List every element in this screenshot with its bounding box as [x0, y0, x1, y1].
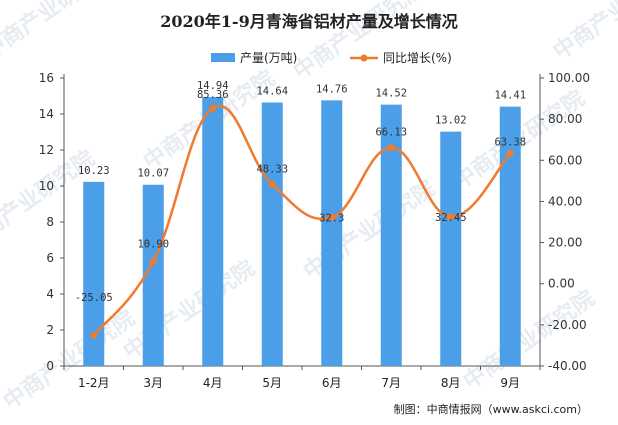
y-left-tick-label: 14: [39, 107, 54, 121]
y-left-tick-label: 0: [46, 359, 54, 373]
growth-value-label: -25.05: [75, 292, 113, 304]
growth-point: [387, 144, 395, 152]
x-tick-label: 1-2月: [78, 376, 110, 390]
bar-value-label: 14.41: [494, 90, 526, 102]
growth-value-label: 48.33: [256, 163, 288, 175]
y-right-tick-label: 20.00: [548, 236, 582, 250]
chart-title: 2020年1-9月青海省铝材产量及增长情况: [160, 12, 457, 31]
legend: 产量(万吨) 同比增长(%): [211, 51, 452, 65]
y-right-tick-label: 100.00: [548, 71, 590, 85]
watermark-text: 中商产业研究院: [0, 0, 120, 65]
legend-bar-label: 产量(万吨): [240, 51, 297, 65]
line-series: [90, 104, 514, 339]
bar: [321, 100, 343, 366]
bar: [202, 97, 224, 366]
x-tick-label: 6月: [322, 376, 342, 390]
axes: 0 2 4 6 8 10 12 14 16 -40.00 -20.00 0.00 20.00 40.00 6…: [39, 71, 590, 390]
y-right-tick-label: 60.00: [548, 153, 582, 167]
bar: [142, 184, 164, 366]
growth-point: [90, 331, 98, 339]
data-labels: 10.23 10.07 14.94 14.64 14.76 14.52 13.02 14.41…: [75, 80, 526, 304]
bar: [380, 104, 402, 366]
x-tick-label: 3月: [143, 376, 163, 390]
growth-value-label: 32.45: [435, 212, 467, 224]
bar: [83, 181, 105, 366]
watermark-text: 中商产业研究院: [549, 0, 618, 65]
legend-bar-swatch: [211, 53, 235, 62]
growth-point: [447, 213, 455, 221]
y-right-tick-label: 0.00: [548, 277, 575, 291]
y-right-tick-label: -40.00: [548, 359, 587, 373]
bar-value-label: 10.07: [137, 168, 169, 180]
watermark-text: 中商产业研究院: [119, 255, 260, 365]
y-right-tick-label: -20.00: [548, 318, 587, 332]
x-tick-label: 8月: [441, 376, 461, 390]
growth-value-label: 10.90: [137, 238, 169, 250]
y-left-tick-label: 4: [46, 287, 54, 301]
x-tick-label: 5月: [262, 376, 282, 390]
growth-line: [92, 104, 512, 337]
growth-point: [209, 104, 217, 112]
bar-value-label: 14.64: [256, 85, 288, 97]
y-right-tick-label: 80.00: [548, 112, 582, 126]
growth-point: [328, 213, 336, 221]
x-tick-label: 4月: [203, 376, 223, 390]
growth-point: [268, 180, 276, 188]
source-note: 制图：中商情报网（www.askci.com）: [394, 402, 588, 416]
bar: [499, 106, 521, 367]
bars: [83, 97, 521, 367]
bar-value-label: 14.76: [316, 83, 348, 95]
bar-value-label: 13.02: [435, 115, 467, 127]
bar: [440, 131, 462, 366]
legend-line-label: 同比增长(%): [383, 51, 452, 65]
x-tick-label: 7月: [381, 376, 401, 390]
growth-point: [149, 257, 157, 265]
growth-point: [506, 149, 514, 157]
y-right-tick-label: 40.00: [548, 194, 582, 208]
x-tick-label: 9月: [500, 376, 520, 390]
y-left-tick-label: 2: [46, 323, 54, 337]
growth-value-label: 85.36: [197, 89, 229, 101]
y-left-tick-label: 12: [39, 143, 54, 157]
watermark-text: 中商产业研究院: [0, 305, 140, 415]
bar-value-label: 14.52: [375, 88, 407, 100]
y-left-tick-label: 6: [46, 251, 54, 265]
growth-value-label: 63.38: [494, 136, 526, 148]
growth-value-label: 32.3: [319, 212, 344, 224]
bar-value-label: 10.23: [78, 165, 110, 177]
bar-value-label: 14.94: [197, 80, 229, 92]
watermark-text: 中商产业研究院: [299, 175, 440, 285]
y-left-tick-label: 10: [39, 179, 54, 193]
growth-value-label: 66.13: [375, 127, 407, 139]
y-left-tick-label: 16: [39, 71, 54, 85]
watermark-text: 中商产业研究院: [459, 285, 600, 395]
legend-line-marker: [360, 54, 368, 62]
bar: [261, 102, 283, 366]
y-left-tick-label: 8: [46, 215, 54, 229]
